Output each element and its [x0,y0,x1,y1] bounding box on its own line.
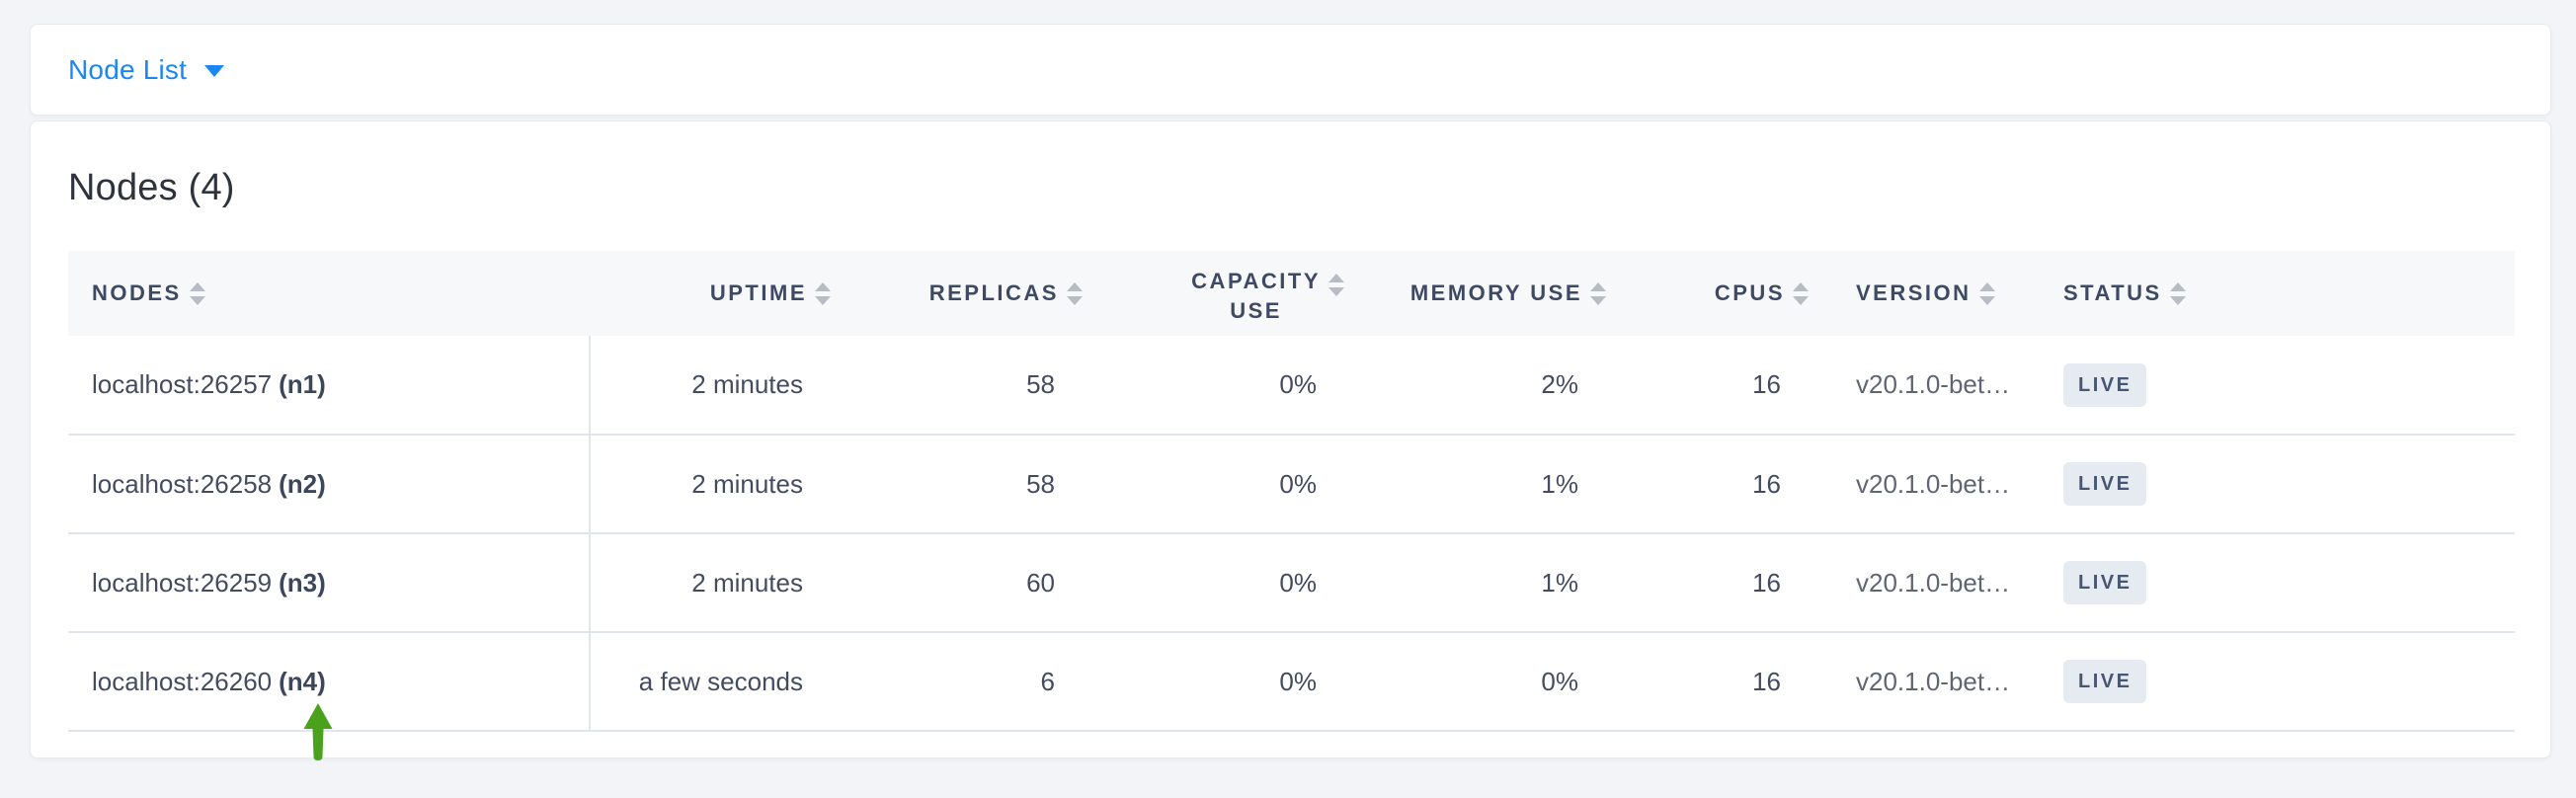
cell-node-address: localhost:26260 (n4) [68,632,591,732]
column-label: UPTIME [709,280,807,305]
column-header-nodes[interactable]: NODES [68,251,590,336]
nodes-table: NODES UPTIME REPLICAS [68,251,2515,732]
cell-memory-use: 1% [1344,533,1606,633]
chevron-down-icon [204,65,225,77]
node-id: (n3) [279,567,326,598]
sort-icon[interactable] [1067,281,1083,305]
cell-cpus: 16 [1606,435,1809,534]
sort-icon[interactable] [1978,281,1995,305]
nodes-card: Nodes (4) NODES UPTIME [30,120,2551,758]
cell-node-address: localhost:26259 (n3) [68,533,591,633]
cell-capacity-use: 0% [1083,336,1344,436]
column-label: VERSION [1856,280,1972,305]
cell-replicas: 60 [831,533,1083,633]
status-badge: LIVE [2063,462,2147,506]
column-header-replicas[interactable]: REPLICAS [831,251,1083,336]
table-row-n4[interactable]: localhost:26260 (n4) a few seconds 6 0% 0… [68,632,2515,732]
column-header-version[interactable]: VERSION [1809,251,2038,336]
column-header-status[interactable]: STATUS [2038,251,2515,336]
sort-icon[interactable] [189,281,205,305]
table-row-n2[interactable]: localhost:26258 (n2) 2 minutes 58 0% 1% 1… [68,435,2515,534]
column-label: CAPACITY [1191,269,1321,293]
view-selector-label: Node List [68,53,188,85]
column-header-capacity-use[interactable]: CAPACITY USE [1083,251,1344,336]
cell-uptime: 2 minutes [590,533,831,633]
column-label: CPUS [1714,280,1785,305]
cell-status: LIVE [2038,435,2515,534]
table-header-row: NODES UPTIME REPLICAS [68,251,2515,336]
node-id: (n4) [279,666,326,696]
sort-icon[interactable] [1590,281,1606,305]
cell-capacity-use: 0% [1083,533,1344,633]
sort-icon[interactable] [1793,281,1809,305]
column-label-line2: USE [1230,297,1282,323]
column-label: NODES [92,280,182,305]
column-header-uptime[interactable]: UPTIME [590,251,831,336]
status-badge: LIVE [2063,660,2147,703]
status-badge: LIVE [2063,362,2147,407]
cell-uptime: 2 minutes [590,336,831,436]
node-id: (n2) [279,468,326,499]
page-selector-bar: Node List [30,24,2551,116]
column-label: REPLICAS [928,280,1059,305]
sort-icon[interactable] [815,281,831,305]
cell-memory-use: 0% [1344,632,1606,732]
column-header-memory-use[interactable]: MEMORY USE [1344,251,1606,336]
page-title: Nodes (4) [68,167,235,208]
cell-memory-use: 2% [1344,336,1606,436]
column-label: MEMORY USE [1409,280,1582,305]
cell-cpus: 16 [1606,336,1809,436]
cell-uptime: a few seconds [590,632,831,732]
cell-status: LIVE [2038,533,2515,633]
cell-replicas: 58 [831,336,1083,436]
status-badge: LIVE [2063,561,2147,604]
cell-replicas: 6 [831,632,1083,732]
cell-cpus: 16 [1606,533,1809,633]
cell-version: v20.1.0-bet… [1809,533,2038,633]
sort-icon[interactable] [2169,281,2186,305]
column-header-cpus[interactable]: CPUS [1606,251,1809,336]
cell-cpus: 16 [1606,632,1809,732]
cell-version: v20.1.0-bet… [1809,336,2038,436]
cell-version: v20.1.0-bet… [1809,435,2038,534]
cell-memory-use: 1% [1344,435,1606,534]
view-selector-dropdown[interactable]: Node List [68,53,225,86]
sort-icon[interactable] [1328,274,1344,296]
cell-node-address: localhost:26258 (n2) [68,435,591,534]
cell-node-address: localhost:26257 (n1) [68,336,591,436]
table-row-n1[interactable]: localhost:26257 (n1) 2 minutes 58 0% 2% 1… [68,336,2515,436]
column-label: STATUS [2063,280,2162,305]
cell-version: v20.1.0-bet… [1809,632,2038,732]
node-id: (n1) [279,369,326,399]
cell-capacity-use: 0% [1083,632,1344,732]
table-row-n3[interactable]: localhost:26259 (n3) 2 minutes 60 0% 1% 1… [68,533,2515,633]
cell-capacity-use: 0% [1083,435,1344,534]
cell-uptime: 2 minutes [590,435,831,534]
cell-replicas: 58 [831,435,1083,534]
cell-status: LIVE [2038,336,2515,436]
cell-status: LIVE [2038,632,2515,732]
